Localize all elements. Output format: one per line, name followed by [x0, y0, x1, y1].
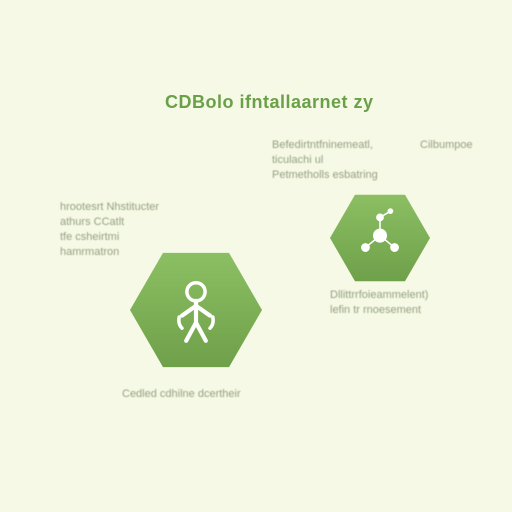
page-title: CDBolo ifntallaarnet zy	[165, 92, 374, 113]
text-block-top-right: Befedirtntfninemeatl,ticulachi ulPetmeth…	[272, 138, 422, 183]
caption-left-hex: Cedled cdhilne dcertheir	[122, 388, 241, 400]
text-block-mid-right: Dllittrrfoieammelent)lefin tr rnoesement	[330, 288, 490, 318]
molecule-icon	[354, 207, 406, 259]
person-icon	[161, 275, 231, 345]
text-block-top-far-right: Cilbumpoe	[420, 138, 490, 153]
